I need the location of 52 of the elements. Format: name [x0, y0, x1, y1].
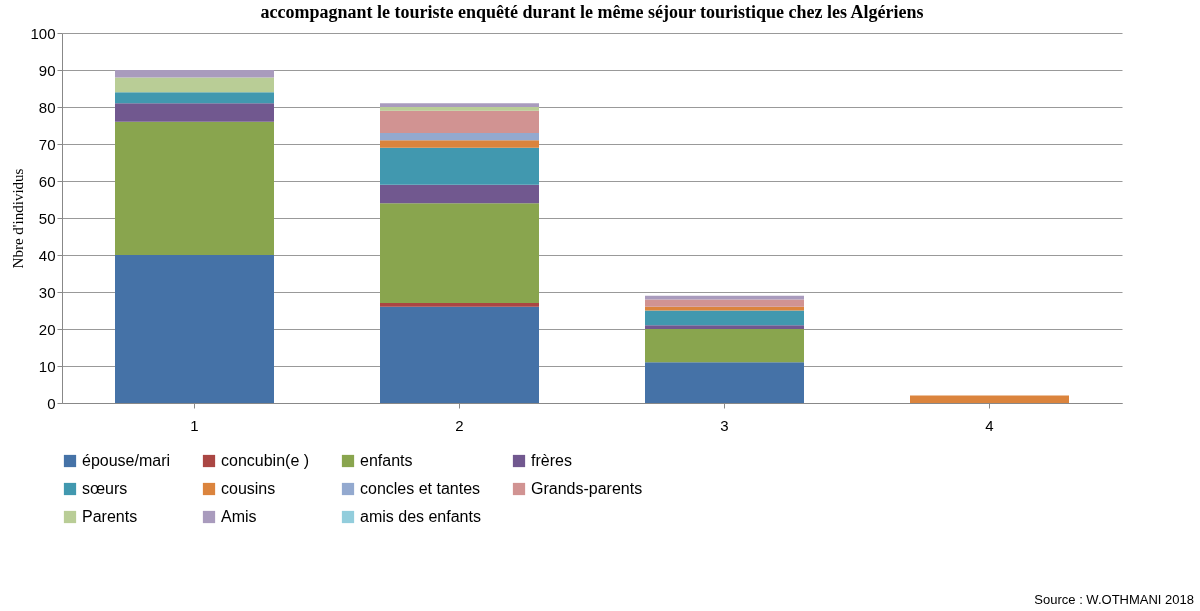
bar	[115, 255, 274, 403]
y-tick-label: 80	[38, 98, 56, 116]
y-tick-label: 100	[30, 24, 56, 42]
bar	[380, 147, 539, 185]
y-tick-label: 70	[38, 135, 56, 153]
bar	[910, 395, 1069, 403]
bar	[115, 77, 274, 93]
bar	[645, 362, 804, 403]
x-tick-label: 1	[190, 416, 199, 434]
y-tick-label: 40	[38, 246, 56, 264]
legend-label: amis des enfants	[360, 508, 481, 525]
chart-title: accompagnant le touriste enquêté durant le même séjour touristique chez les Algériens	[260, 2, 924, 22]
x-tick-label: 3	[720, 416, 729, 434]
bar	[380, 107, 539, 111]
x-tick-label: 2	[455, 416, 464, 434]
bar	[380, 140, 539, 148]
y-tick-label: 0	[47, 394, 56, 412]
bar	[645, 310, 804, 326]
bar	[380, 306, 539, 403]
bar	[115, 103, 274, 122]
bar	[380, 184, 539, 204]
bar	[645, 329, 804, 363]
legend-label: Parents	[82, 508, 138, 525]
bar	[380, 132, 539, 141]
y-tick-label: 60	[38, 172, 56, 190]
bar	[115, 92, 274, 104]
legend-label: concubin(e )	[221, 452, 310, 469]
bar	[115, 121, 274, 255]
bar	[380, 303, 539, 307]
y-axis-title: Nbre d'individus	[10, 168, 27, 269]
legend-label: concles et tantes	[360, 480, 481, 497]
y-tick-label: 50	[38, 209, 56, 227]
bar	[380, 110, 539, 133]
x-tick-label: 4	[985, 416, 994, 434]
legend-label: frères	[531, 452, 572, 469]
bar	[115, 70, 274, 78]
y-tick-label: 90	[38, 61, 56, 79]
legend-label: enfants	[360, 452, 413, 469]
y-tick-label: 20	[38, 320, 56, 338]
bar	[380, 103, 539, 107]
source-note: Source : W.OTHMANI 2018	[1034, 592, 1194, 607]
legend-label: cousins	[221, 480, 276, 497]
bar	[645, 306, 804, 311]
bar	[645, 325, 804, 329]
legend-label: sœurs	[82, 480, 128, 497]
legend-label: Amis	[221, 508, 257, 525]
bar	[645, 299, 804, 307]
legend-label: Grands-parents	[531, 480, 643, 497]
bar	[380, 203, 539, 304]
legend-label: épouse/mari	[82, 452, 171, 469]
y-tick-label: 30	[38, 283, 56, 301]
y-tick-label: 10	[38, 357, 56, 375]
